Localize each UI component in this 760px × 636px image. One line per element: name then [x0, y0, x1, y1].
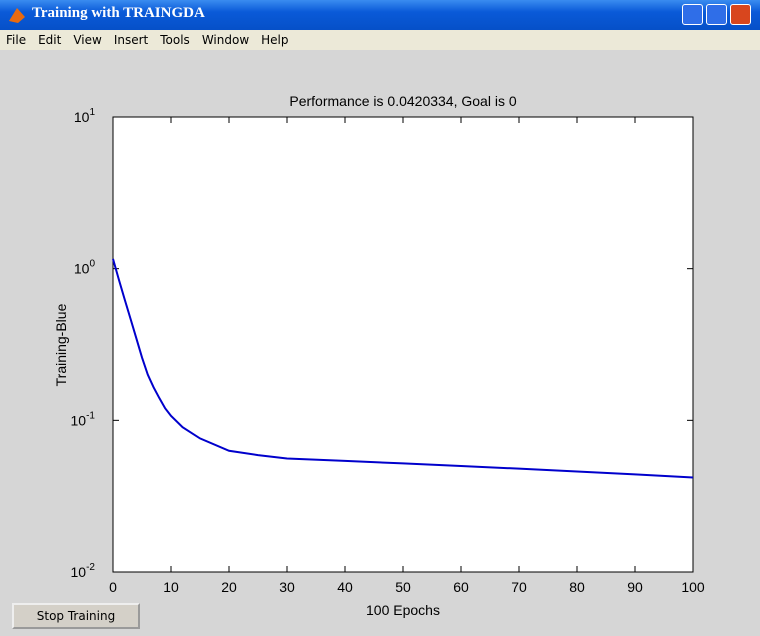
window: Training with TRAINGDA File Edit View Inser… — [0, 0, 760, 636]
x-tick-label: 100 — [681, 579, 705, 595]
x-tick-label: 50 — [395, 579, 411, 595]
chart-title: Performance is 0.0420334, Goal is 0 — [289, 93, 516, 109]
menu-item[interactable]: File — [6, 33, 26, 47]
stop-training-button[interactable]: Stop Training — [12, 603, 140, 629]
x-tick-label: 80 — [569, 579, 585, 595]
menu-item[interactable]: Help — [261, 33, 288, 47]
close-button[interactable] — [730, 4, 751, 25]
maximize-button[interactable] — [706, 4, 727, 25]
y-axis-label: Training-Blue — [53, 303, 69, 386]
x-tick-label: 0 — [109, 579, 117, 595]
x-tick-label: 60 — [453, 579, 469, 595]
menu-item[interactable]: View — [73, 33, 101, 47]
menu-item[interactable]: Edit — [38, 33, 61, 47]
menu-item[interactable]: Insert — [114, 33, 148, 47]
window-title: Training with TRAINGDA — [32, 5, 205, 22]
menu-bar: File Edit View Insert Tools Window Help — [0, 30, 760, 50]
chart: Performance is 0.0420334, Goal is 0 100 … — [0, 0, 760, 636]
y-tick-label: 10-2 — [71, 562, 96, 580]
x-tick-label: 90 — [627, 579, 643, 595]
title-bar: Training with TRAINGDA — [0, 0, 760, 30]
y-tick-label: 100 — [74, 259, 96, 277]
x-tick-label: 10 — [163, 579, 179, 595]
x-tick-label: 30 — [279, 579, 295, 595]
x-axis-label: 100 Epochs — [366, 602, 440, 618]
menu-item[interactable]: Window — [202, 33, 249, 47]
training-line — [113, 259, 693, 478]
y-tick-label: 10-1 — [71, 410, 96, 428]
x-tick-label: 40 — [337, 579, 353, 595]
x-tick-label: 70 — [511, 579, 527, 595]
y-tick-label: 101 — [74, 107, 96, 125]
minimize-button[interactable] — [682, 4, 703, 25]
menu-item[interactable]: Tools — [160, 33, 190, 47]
x-tick-label: 20 — [221, 579, 237, 595]
app-icon — [7, 5, 27, 25]
plot-area — [113, 117, 693, 572]
